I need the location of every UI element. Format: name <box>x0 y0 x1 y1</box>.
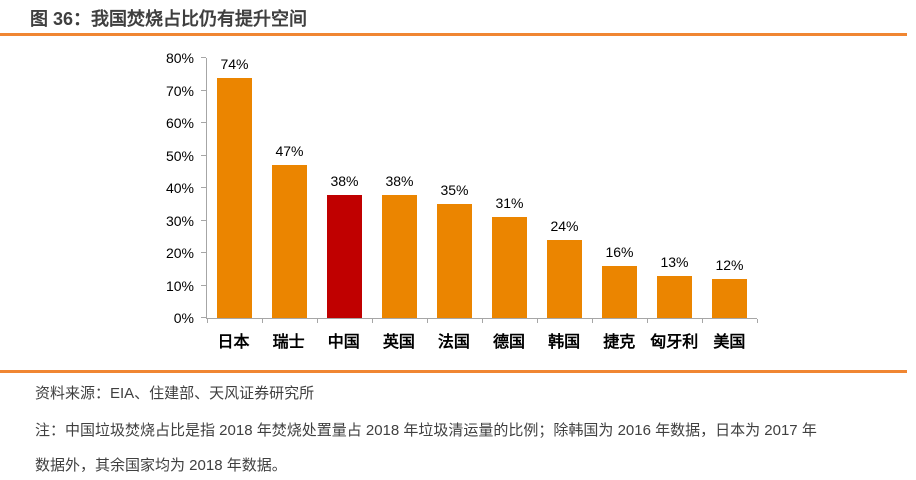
bar-value-label: 47% <box>275 143 304 160</box>
bar-value-label: 38% <box>330 172 359 189</box>
bar-slot: 47% <box>262 58 317 318</box>
bar <box>547 240 582 318</box>
x-category-label: 美国 <box>713 334 746 351</box>
x-category-label: 捷克 <box>603 334 636 351</box>
x-category-label: 中国 <box>327 334 360 351</box>
bar-slot: 74% <box>207 56 262 318</box>
source-text: 资料来源：EIA、住建部、天风证券研究所 <box>35 385 315 402</box>
x-tick-mark <box>262 319 263 323</box>
note-line-1: 注：中国垃圾焚烧占比是指 2018 年焚烧处置量占 2018 年垃圾清运量的比例… <box>35 422 817 439</box>
x-tick-mark <box>482 319 483 323</box>
x-tick-mark <box>592 319 593 323</box>
bar <box>272 165 307 318</box>
figure-note: 注：中国垃圾焚烧占比是指 2018 年焚烧处置量占 2018 年垃圾清运量的比例… <box>35 413 910 480</box>
x-tick-mark <box>702 319 703 323</box>
x-category-label: 韩国 <box>548 334 581 351</box>
figure-title: 图 36：我国焚烧占比仍有提升空间 <box>30 9 308 29</box>
y-axis: 0% 10% 20% 30% 40% 50% 60% 70% 80% <box>158 50 206 326</box>
x-axis-labels: 日本 瑞士 中国 英国 法国 德国 韩国 捷克 匈牙利 美国 <box>206 328 757 352</box>
y-tick-label: 10% <box>165 277 194 294</box>
y-tick-label: 70% <box>165 82 194 99</box>
bar-chart: 0% 10% 20% 30% 40% 50% 60% 70% 80% 74% 47% 38% 38% 3… <box>158 50 758 352</box>
x-tick-mark <box>427 319 428 323</box>
y-tick-label: 30% <box>165 212 194 229</box>
y-tick-label: 0% <box>173 310 194 326</box>
bar-slot: 16% <box>592 58 647 318</box>
title-divider <box>0 33 907 36</box>
bar-highlight <box>327 194 362 318</box>
bar-slot: 35% <box>427 58 482 318</box>
x-category-label: 瑞士 <box>272 334 305 351</box>
y-tick-label: 40% <box>165 180 194 196</box>
y-tick-mark <box>201 154 206 156</box>
bar <box>437 204 472 318</box>
bar-value-label: 35% <box>440 182 469 199</box>
bar-value-label: 74% <box>220 55 249 72</box>
x-category-label: 德国 <box>493 334 526 351</box>
bar <box>712 279 747 318</box>
bar-slot: 31% <box>482 58 537 318</box>
y-tick-mark <box>201 89 206 91</box>
note-line-2: 数据外，其余国家均为 2018 年数据。 <box>35 457 287 474</box>
y-tick-mark <box>201 284 206 286</box>
y-tick-mark <box>201 57 206 58</box>
y-axis-spacer <box>158 328 206 352</box>
y-tick-mark <box>201 252 206 253</box>
bar <box>657 275 692 318</box>
x-tick-mark <box>372 319 373 323</box>
bar-value-label: 16% <box>605 244 634 260</box>
y-tick-label: 20% <box>165 245 194 261</box>
bar <box>382 194 417 318</box>
x-tick-mark <box>647 319 648 323</box>
y-tick-label: 60% <box>165 115 194 131</box>
bar-slot: 13% <box>647 58 702 318</box>
y-tick-label: 50% <box>165 147 194 164</box>
bar-value-label: 13% <box>660 253 689 270</box>
bar <box>217 77 252 318</box>
x-category-label: 法国 <box>437 334 470 351</box>
y-tick-mark <box>201 122 206 123</box>
y-tick-mark <box>201 317 206 318</box>
x-category-label: 日本 <box>217 334 250 351</box>
y-tick-label: 80% <box>165 50 194 66</box>
bar-value-label: 24% <box>550 218 579 234</box>
x-category-label: 匈牙利 <box>650 334 699 351</box>
bar <box>492 217 527 318</box>
x-tick-mark <box>757 319 758 323</box>
plot-area: 74% 47% 38% 38% 35% 31% 24% 16% 13% 12% <box>206 56 758 323</box>
bar-slot: 24% <box>537 58 592 318</box>
y-tick-mark <box>201 219 206 221</box>
bar-value-label: 31% <box>495 195 524 212</box>
x-tick-mark <box>317 319 318 323</box>
x-tick-mark <box>537 319 538 323</box>
bar-slot: 12% <box>702 58 757 318</box>
bar <box>602 266 637 318</box>
bar-value-label: 38% <box>385 172 414 189</box>
source-divider <box>0 370 907 373</box>
bar-slot: 38% <box>372 58 427 318</box>
y-tick-mark <box>201 187 206 188</box>
bar-value-label: 12% <box>715 257 744 273</box>
bar-slot: 38% <box>317 58 372 318</box>
x-tick-mark <box>207 319 208 323</box>
x-category-label: 英国 <box>382 334 415 351</box>
